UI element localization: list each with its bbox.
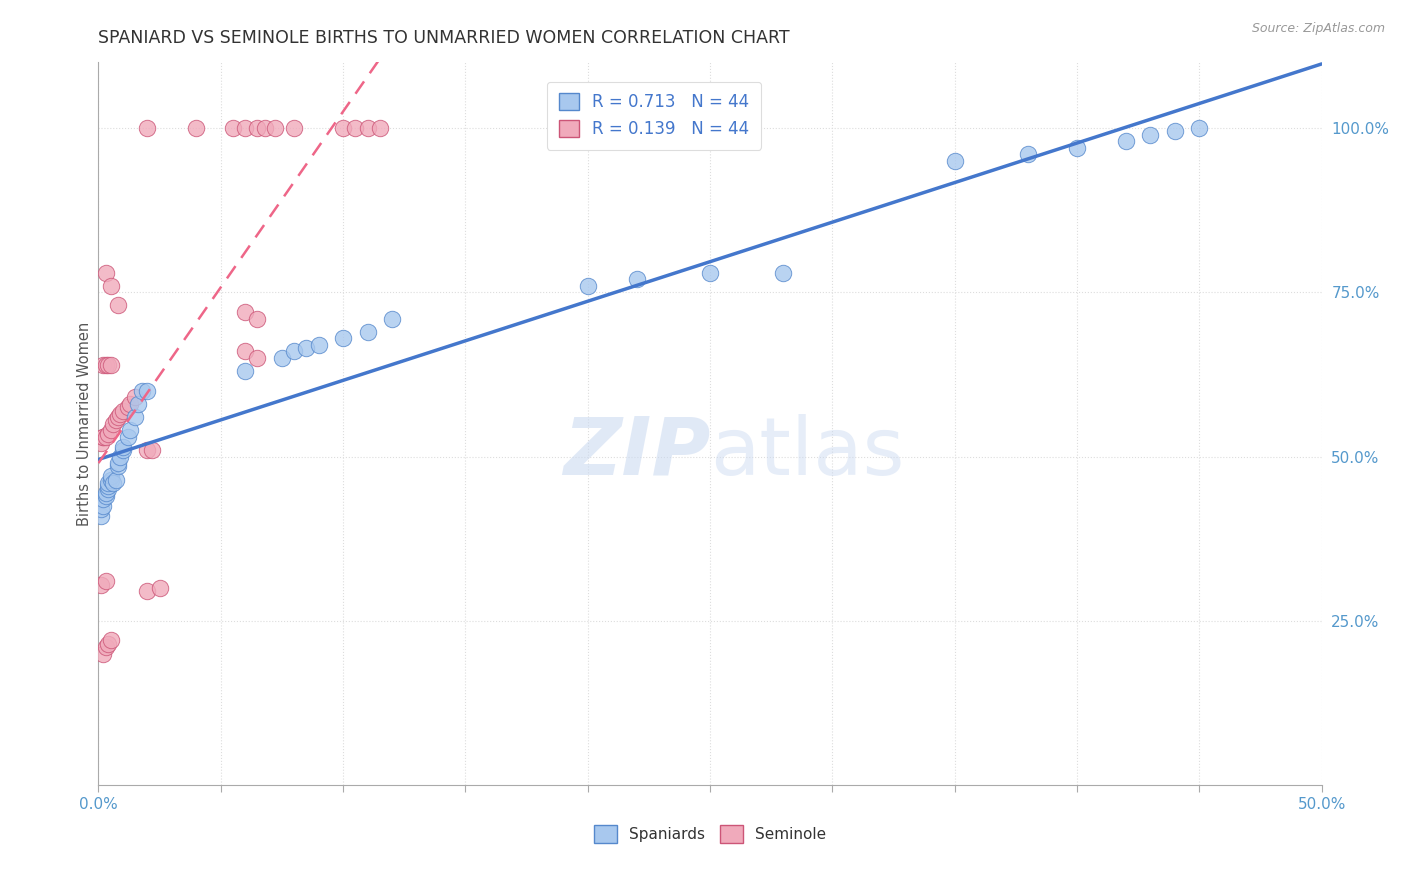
Point	[1017, 147, 1039, 161]
Point	[233, 364, 256, 378]
Point	[344, 121, 367, 136]
Point	[233, 344, 256, 359]
Point	[107, 298, 129, 312]
Point	[332, 121, 354, 136]
Point	[141, 442, 163, 457]
Point	[91, 358, 114, 372]
Point	[253, 121, 276, 136]
Point	[246, 311, 269, 326]
Point	[295, 341, 318, 355]
Point	[97, 637, 120, 651]
Point	[283, 121, 305, 136]
Point	[1115, 134, 1137, 148]
Point	[943, 153, 966, 168]
Point	[136, 584, 159, 599]
Point	[91, 499, 114, 513]
Point	[131, 384, 153, 398]
Point	[90, 436, 112, 450]
Point	[136, 121, 159, 136]
Y-axis label: Births to Unmarried Women: Births to Unmarried Women	[77, 322, 91, 525]
Point	[1066, 141, 1088, 155]
Point	[111, 440, 134, 454]
Point	[101, 417, 124, 431]
Point	[111, 442, 134, 457]
Point	[124, 391, 146, 405]
Point	[246, 121, 269, 136]
Point	[100, 469, 122, 483]
Point	[94, 489, 117, 503]
Point	[270, 351, 294, 365]
Point	[107, 456, 129, 470]
Point	[91, 492, 114, 507]
Point	[136, 384, 159, 398]
Point	[107, 459, 129, 474]
Point	[117, 430, 139, 444]
Point	[136, 442, 159, 457]
Point	[97, 475, 120, 490]
Point	[97, 483, 120, 497]
Point	[332, 331, 354, 345]
Point	[100, 358, 122, 372]
Point	[97, 479, 120, 493]
Point	[94, 430, 117, 444]
Point	[246, 351, 269, 365]
Point	[91, 430, 114, 444]
Point	[127, 397, 149, 411]
Point	[626, 272, 648, 286]
Point	[100, 633, 122, 648]
Point	[117, 401, 139, 415]
Point	[100, 473, 122, 487]
Point	[149, 581, 172, 595]
Point	[110, 450, 132, 464]
Point	[91, 647, 114, 661]
Text: ZIP: ZIP	[562, 414, 710, 491]
Point	[308, 338, 330, 352]
Point	[101, 475, 124, 490]
Point	[104, 473, 127, 487]
Point	[100, 423, 122, 437]
Point	[111, 403, 134, 417]
Text: SPANIARD VS SEMINOLE BIRTHS TO UNMARRIED WOMEN CORRELATION CHART: SPANIARD VS SEMINOLE BIRTHS TO UNMARRIED…	[98, 29, 790, 47]
Point	[772, 266, 794, 280]
Point	[381, 311, 404, 326]
Point	[120, 423, 142, 437]
Point	[97, 426, 120, 441]
Point	[186, 121, 208, 136]
Text: Source: ZipAtlas.com: Source: ZipAtlas.com	[1251, 22, 1385, 36]
Point	[576, 278, 599, 293]
Point	[356, 325, 378, 339]
Point	[94, 574, 117, 589]
Point	[222, 121, 245, 136]
Point	[100, 278, 122, 293]
Point	[368, 121, 391, 136]
Point	[94, 485, 117, 500]
Point	[120, 397, 142, 411]
Point	[94, 266, 117, 280]
Point	[263, 121, 285, 136]
Point	[1139, 128, 1161, 142]
Point	[90, 502, 112, 516]
Point	[233, 305, 256, 319]
Point	[97, 358, 120, 372]
Point	[233, 121, 256, 136]
Point	[90, 577, 112, 591]
Point	[94, 358, 117, 372]
Point	[1188, 121, 1211, 136]
Text: atlas: atlas	[710, 414, 904, 491]
Point	[124, 410, 146, 425]
Point	[283, 344, 305, 359]
Point	[699, 266, 721, 280]
Point	[90, 508, 112, 523]
Point	[1164, 124, 1187, 138]
Point	[94, 640, 117, 654]
Point	[91, 430, 114, 444]
Legend: Spaniards, Seminole: Spaniards, Seminole	[588, 819, 832, 849]
Point	[104, 413, 127, 427]
Point	[107, 410, 129, 425]
Point	[110, 407, 132, 421]
Point	[356, 121, 378, 136]
